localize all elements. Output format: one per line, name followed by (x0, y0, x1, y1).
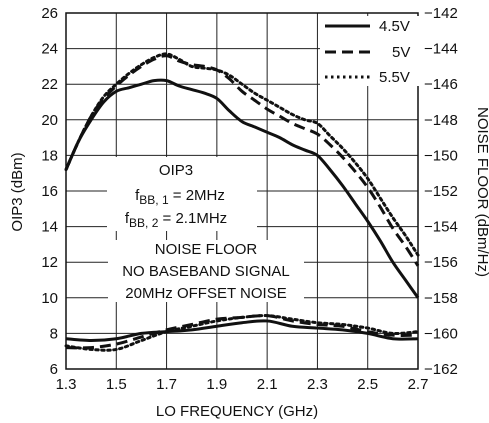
noise-annotation-background (108, 240, 304, 302)
y-tick-label: 12 (41, 254, 58, 271)
y2-tick-label: −152 (424, 183, 458, 200)
fbb2-value: = 2.1MHz (158, 210, 227, 227)
y-tick-label: 6 (50, 361, 58, 378)
series-layer (64, 52, 420, 352)
tick-labels: 1.3 1.5 1.7 1.9 2.1 2.3 2.5 2.7 6 8 10 12 14 16 18 20 22… (41, 5, 457, 393)
y2-tick-label: −148 (424, 112, 458, 129)
y-tick-label: 26 (41, 5, 58, 22)
y-tick-label: 20 (41, 112, 58, 129)
y-tick-label: 16 (41, 183, 58, 200)
y-tick-label: 14 (41, 219, 58, 236)
series-line-noise-5_5V (64, 314, 420, 352)
fbb2-sub: BB, 2 (129, 216, 159, 230)
y-tick-label: 22 (41, 76, 58, 93)
y2-axis-title: NOISE FLOOR (dBm/Hz) (474, 107, 489, 277)
noise-floor-annotation-line3: 20MHz OFFSET NOISE (125, 285, 286, 302)
plot-border (65, 12, 419, 370)
y2-tick-label: −158 (424, 290, 458, 307)
y2-tick-label: −142 (424, 5, 458, 22)
x-tick-label: 1.3 (56, 376, 77, 393)
y2-tick-label: −146 (424, 76, 458, 93)
oip3-annotation: OIP3 (159, 162, 193, 179)
y-tick-label: 8 (50, 325, 58, 342)
x-tick-label: 2.3 (307, 376, 328, 393)
series-line-oip3-5_5V (64, 52, 420, 257)
fbb2-annotation: fBB, 2 = 2.1MHz (125, 210, 227, 230)
x-tick-label: 1.5 (106, 376, 127, 393)
y2-tick-label: −150 (424, 147, 458, 164)
y2-tick-label: −162 (424, 361, 458, 378)
x-tick-label: 1.9 (206, 376, 227, 393)
y-tick-label: 18 (41, 147, 58, 164)
legend: 4.5V 5V 5.5V (320, 16, 420, 86)
y2-tick-label: −160 (424, 325, 458, 342)
legend-label-5.5v: 5.5V (379, 69, 410, 86)
oip3-annotation-background (107, 157, 257, 231)
series-line-noise-4_5V (65, 319, 419, 343)
noise-floor-annotation-line1: NOISE FLOOR (155, 241, 258, 258)
y2-tick-label: −154 (424, 219, 458, 236)
noise-floor-annotation-line2: NO BASEBAND SIGNAL (122, 263, 290, 280)
fbb2-main: f (125, 210, 130, 227)
x-axis-title: LO FREQUENCY (GHz) (156, 403, 318, 420)
fbb1-sub: BB, 1 (139, 193, 169, 207)
legend-label-4.5v: 4.5V (379, 18, 410, 35)
fbb1-main: f (135, 187, 140, 204)
x-tick-label: 2.7 (408, 376, 429, 393)
y2-tick-label: −156 (424, 254, 458, 271)
fbb1-annotation: fBB, 1 = 2MHz (135, 187, 225, 207)
fbb1-value: = 2MHz (169, 187, 225, 204)
y2-tick-label: −144 (424, 41, 458, 58)
y-axis-title: OIP3 (dBm) (9, 152, 26, 231)
x-tick-label: 2.5 (357, 376, 378, 393)
plot-frame (65, 12, 419, 370)
x-tick-label: 2.1 (257, 376, 278, 393)
x-tick-label: 1.7 (156, 376, 177, 393)
series-line-oip3-4_5V (64, 78, 420, 299)
y-tick-label: 24 (41, 41, 58, 58)
legend-label-5v: 5V (392, 44, 410, 61)
y-tick-label: 10 (41, 290, 58, 307)
